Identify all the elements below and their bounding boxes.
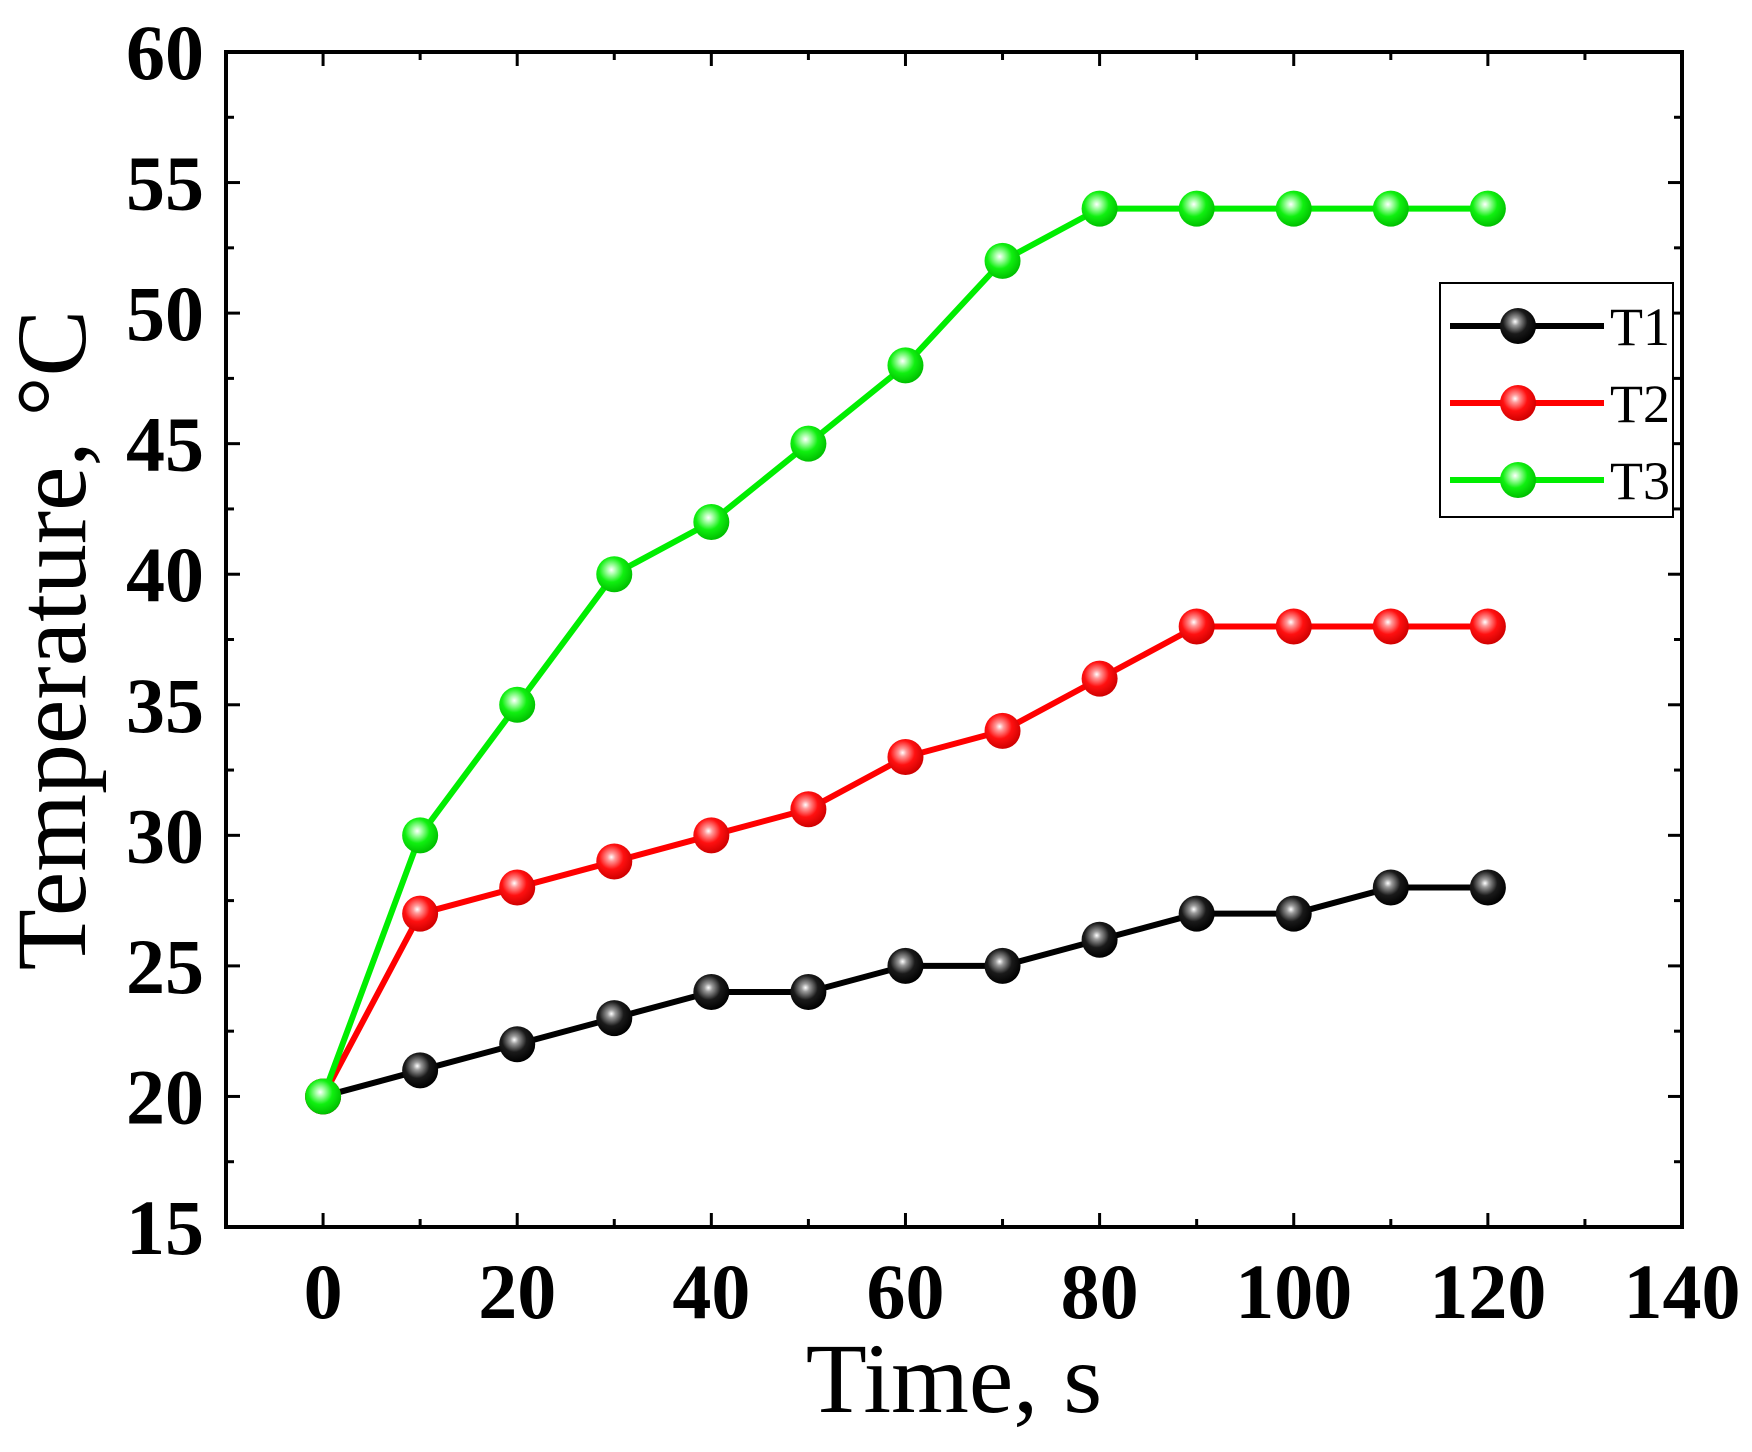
data-point [1372,869,1409,906]
series-line [320,623,1488,1098]
y-tick-label: 40 [126,531,204,618]
data-point [1178,895,1215,932]
data-point [1178,190,1215,227]
x-tick-label: 80 [1061,1248,1139,1335]
data-point [887,947,924,984]
data-point [499,869,536,906]
series-layer [305,190,1506,1115]
data-point [499,686,536,723]
legend-label: T2 [1610,374,1670,434]
data-point [402,817,439,854]
x-tick-label: 40 [672,1248,750,1335]
x-tick-label: 100 [1235,1248,1352,1335]
x-axis-title: Time, s [806,1323,1102,1434]
data-point [1469,608,1506,645]
x-tick-label: 140 [1624,1248,1741,1335]
data-point [402,895,439,932]
legend: T1 T2 T3 [1439,282,1674,518]
legend-entry-T1: T1 [1450,297,1670,357]
legend-label: T3 [1610,451,1670,511]
x-tick-label: 120 [1429,1248,1546,1335]
data-point [1178,608,1215,645]
data-point [693,974,730,1010]
data-point [1372,608,1409,645]
data-point [1275,190,1312,227]
x-tick-label: 60 [866,1248,944,1335]
plot-frame [224,50,1684,1229]
series-T1 [305,869,1506,1115]
data-point [790,425,827,462]
data-point [984,712,1021,749]
legend-entry-T2: T2 [1450,374,1670,434]
y-axis-tick-labels: 15 20 25 30 35 40 45 50 55 60 [126,9,204,1271]
data-point [693,504,730,540]
y-tick-label: 60 [126,9,204,96]
data-point [499,1026,536,1063]
data-point [1081,660,1118,697]
legend-entry-T3: T3 [1450,451,1670,511]
y-tick-label: 15 [126,1184,204,1271]
data-point [596,1000,633,1037]
y-tick-label: 35 [126,662,204,749]
data-point [693,817,730,854]
data-point [790,791,827,828]
legend-label: T1 [1610,297,1670,357]
y-tick-label: 55 [126,140,204,227]
x-axis-ticks [224,52,1684,1227]
x-axis-tick-labels: 0 20 40 60 80 100 120 140 [304,1248,1741,1335]
y-axis-ticks [226,50,1682,1229]
data-point [1275,608,1312,645]
data-point [1469,190,1506,227]
data-point [596,843,633,880]
data-point [984,947,1021,984]
y-tick-label: 20 [126,1053,204,1140]
data-point [887,739,924,775]
data-point [1081,190,1118,227]
data-point [984,242,1021,279]
data-point [305,1078,342,1115]
series-T3 [305,190,1506,1115]
data-point [1469,869,1506,906]
data-point [1275,895,1312,932]
x-tick-label: 0 [304,1248,343,1335]
y-tick-label: 30 [126,792,204,879]
legend-marker [1500,462,1536,498]
legend-marker [1500,385,1536,421]
y-axis-title: Temperature, °C [0,310,107,971]
data-point [596,556,633,593]
legend-marker [1500,308,1536,344]
data-point [1081,921,1118,958]
data-point [1372,190,1409,227]
data-point [790,974,827,1010]
series-T2 [305,608,1506,1115]
x-tick-label: 20 [478,1248,556,1335]
y-tick-label: 50 [126,270,204,357]
data-point [402,1052,439,1089]
series-line [322,884,1488,1100]
y-tick-label: 45 [126,401,204,488]
data-point [887,347,924,384]
y-tick-label: 25 [126,923,204,1010]
